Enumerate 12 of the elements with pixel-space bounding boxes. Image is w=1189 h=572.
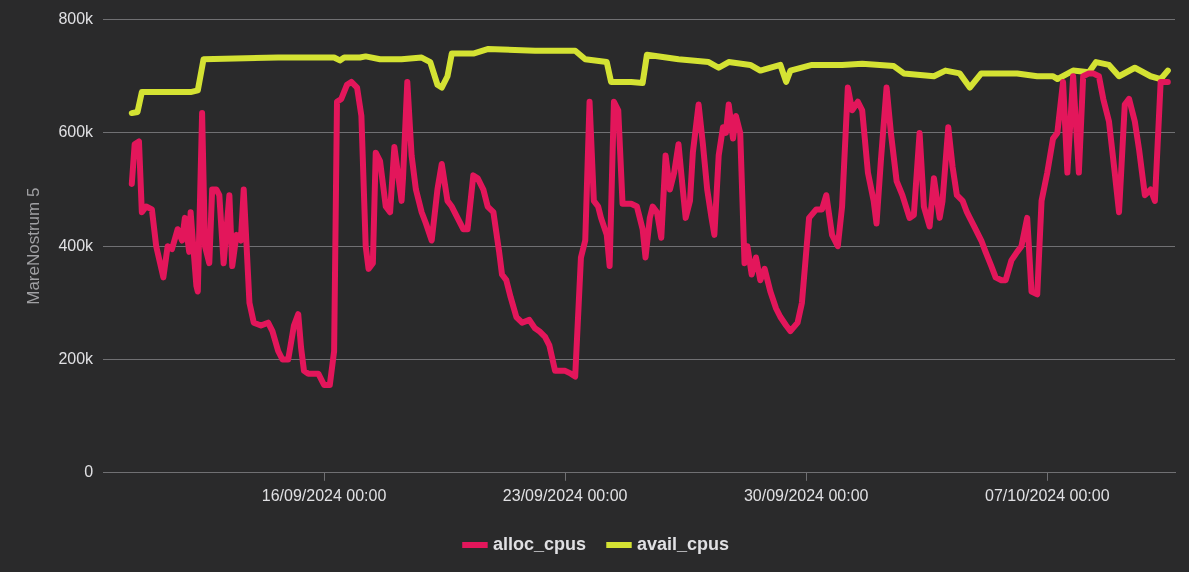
y-tick-label: 0: [84, 463, 94, 481]
x-tick-label: 30/09/2024 00:00: [743, 486, 869, 504]
y-tick-label: 800k: [58, 10, 95, 28]
legend-label: avail_cpus: [636, 533, 730, 554]
x-tick-label: 07/10/2024 00:00: [985, 486, 1110, 504]
legend-label: alloc_cpus: [492, 533, 586, 554]
x-tick-label: 23/09/2024 00:00: [502, 486, 628, 504]
x-tick-label: 16/09/2024 00:00: [261, 486, 387, 504]
y-tick-label: 400k: [58, 236, 95, 254]
y-axis-title: MareNostrum 5: [23, 187, 43, 305]
y-tick-label: 200k: [58, 349, 95, 367]
y-tick-label: 600k: [58, 123, 95, 141]
